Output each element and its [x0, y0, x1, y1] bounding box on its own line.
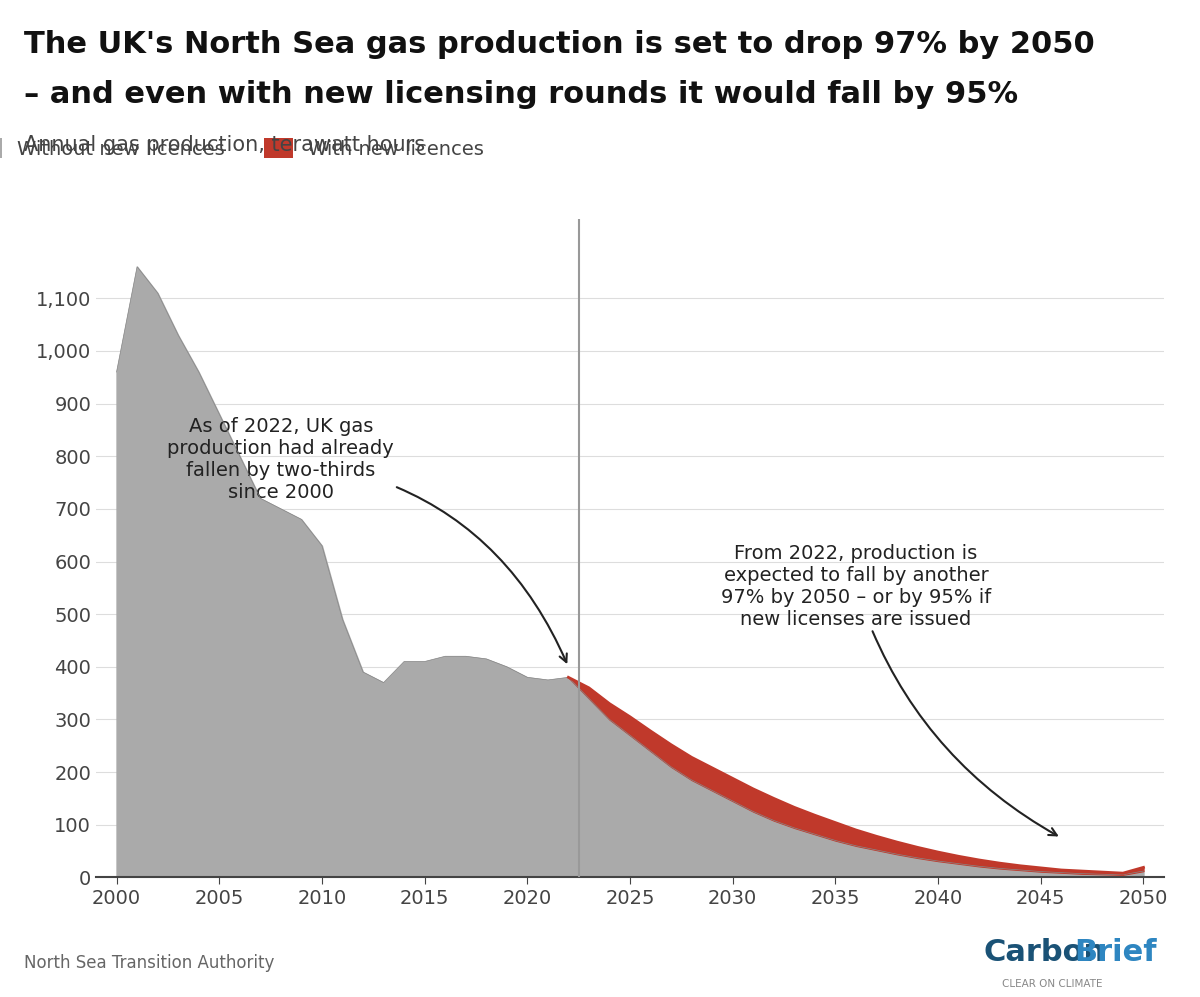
Text: The UK's North Sea gas production is set to drop 97% by 2050: The UK's North Sea gas production is set… [24, 30, 1094, 59]
Text: Brief: Brief [1074, 938, 1157, 967]
Legend: Without new licences, With new licences: Without new licences, With new licences [0, 131, 492, 166]
Text: Annual gas production, terawatt hours: Annual gas production, terawatt hours [24, 135, 425, 155]
Text: Carbon: Carbon [984, 938, 1106, 967]
Text: As of 2022, UK gas
production had already
fallen by two-thirds
since 2000: As of 2022, UK gas production had alread… [168, 418, 566, 662]
Text: – and even with new licensing rounds it would fall by 95%: – and even with new licensing rounds it … [24, 80, 1018, 109]
Text: North Sea Transition Authority: North Sea Transition Authority [24, 954, 275, 972]
Text: CLEAR ON CLIMATE: CLEAR ON CLIMATE [1002, 979, 1103, 989]
Text: From 2022, production is
expected to fall by another
97% by 2050 – or by 95% if
: From 2022, production is expected to fal… [721, 543, 1057, 835]
